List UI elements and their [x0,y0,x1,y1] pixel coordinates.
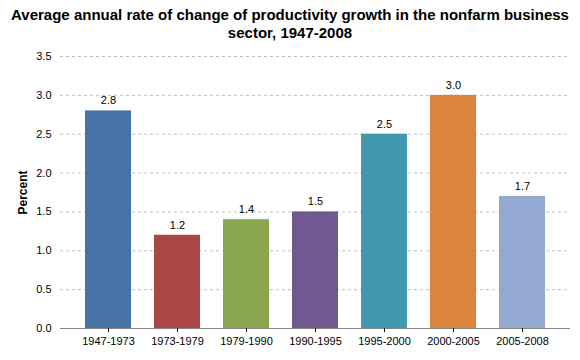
svg-text:1973-1979: 1973-1979 [151,335,204,347]
svg-text:2.5: 2.5 [377,118,392,130]
svg-text:1.4: 1.4 [239,203,254,215]
svg-text:1947-1973: 1947-1973 [82,335,135,347]
svg-text:3.5: 3.5 [36,50,51,62]
svg-text:1.5: 1.5 [36,205,51,217]
html-text:Average annual rate of change: Average annual rate of change of product… [11,6,569,41]
svg-text:1.2: 1.2 [170,219,185,231]
svg-text:1995-2000: 1995-2000 [358,335,411,347]
svg-text:3.0: 3.0 [446,79,461,91]
svg-text:2005-2008: 2005-2008 [496,335,549,347]
svg-text:1979-1990: 1979-1990 [220,335,273,347]
svg-text:1990-1995: 1990-1995 [289,335,342,347]
svg-text:0.0: 0.0 [36,322,51,334]
svg-text:1.5: 1.5 [308,195,323,207]
svg-text:1.7: 1.7 [515,180,530,192]
svg-text:2000-2005: 2000-2005 [427,335,480,347]
svg-text:2.0: 2.0 [36,167,51,179]
svg-text:2.5: 2.5 [36,128,51,140]
svg-text:2.8: 2.8 [101,94,116,106]
svg-text:1.0: 1.0 [36,244,51,256]
svg-text:3.0: 3.0 [36,89,51,101]
svg-text:0.5: 0.5 [36,283,51,295]
svg-text:Percent: Percent [16,170,30,214]
